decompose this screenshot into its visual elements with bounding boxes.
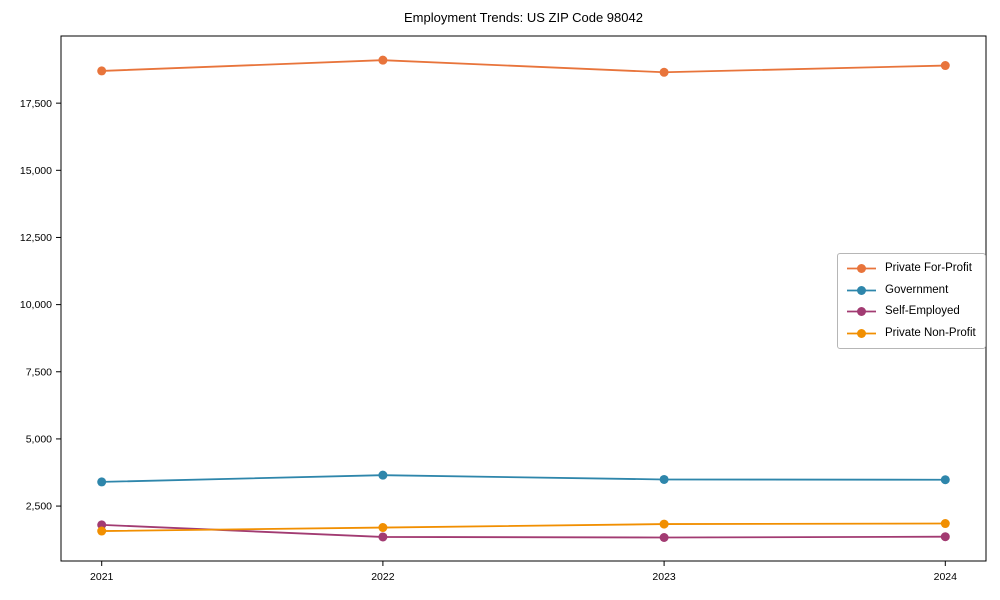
legend-label: Self-Employed (885, 305, 960, 317)
series-line-private-non-profit (100, 522, 947, 532)
x-axis-tick-label: 2022 (371, 571, 395, 583)
data-point-marker (378, 55, 388, 65)
data-point-marker (97, 477, 107, 487)
data-point-marker (378, 523, 388, 533)
data-point-marker (97, 526, 107, 536)
y-axis-tick-label: 7,500 (26, 366, 52, 378)
data-point-marker (378, 470, 388, 480)
legend-marker (857, 285, 866, 295)
data-point-marker (940, 519, 950, 529)
series-line-private-for-profit (100, 59, 947, 74)
chart-title: Employment Trends: US ZIP Code 98042 (404, 10, 643, 25)
data-point-marker (659, 519, 669, 529)
x-axis-tick-label: 2024 (934, 571, 958, 583)
series-line-government (100, 474, 947, 483)
y-axis-tick-label: 5,000 (26, 434, 52, 446)
y-axis-tick-label: 2,500 (26, 501, 52, 513)
legend-label: Government (885, 283, 949, 296)
legend: Private For-Profit Government Self-Employe… (837, 253, 986, 349)
legend-item-self-employed: Self-Employed (846, 301, 976, 323)
legend-item-government: Government (846, 280, 976, 302)
legend-line-marker-icon (847, 307, 876, 317)
legend-item-private-non-profit: Private Non-Profit (846, 323, 976, 345)
data-point-marker (940, 532, 950, 542)
legend-line-marker-icon (847, 328, 876, 338)
data-point-marker (97, 520, 107, 530)
data-point-marker (940, 475, 950, 485)
x-axis-tick-label: 2023 (652, 571, 676, 583)
legend-line-marker-icon (847, 285, 876, 295)
data-point-marker (940, 61, 950, 71)
legend-line-marker-icon (847, 264, 876, 274)
legend-marker (857, 328, 866, 338)
data-point-marker (659, 67, 669, 77)
legend-marker (857, 264, 866, 274)
legend-label: Private Non-Profit (885, 326, 976, 339)
series-line-self-employed (100, 523, 947, 539)
data-point-marker (97, 66, 107, 76)
legend-item-private-for-profit: Private For-Profit (846, 258, 976, 280)
legend-marker (857, 307, 866, 317)
x-axis-tick-label: 2021 (90, 571, 114, 583)
y-axis-tick-label: 10,000 (20, 299, 52, 311)
plot-border (60, 35, 987, 562)
legend-label: Private For-Profit (885, 262, 972, 274)
data-point-marker (659, 532, 669, 542)
y-axis-tick-label: 17,500 (20, 98, 52, 110)
data-point-marker (378, 532, 388, 542)
y-axis-tick-label: 12,500 (20, 232, 52, 244)
y-axis-tick-label: 15,000 (20, 165, 52, 177)
data-point-marker (659, 474, 669, 484)
